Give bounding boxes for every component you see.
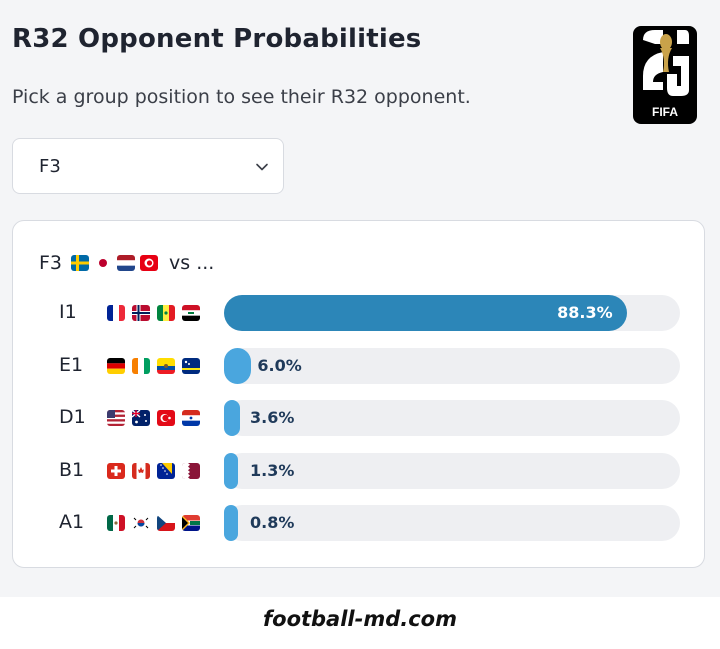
paraguay-flag-icon [182, 410, 200, 426]
probability-bar-track[interactable]: 6.0% [224, 347, 680, 384]
south-korea-flag-icon [132, 515, 150, 531]
opponent-row-a1: A1 0.8% [13, 505, 706, 541]
vs-label: vs ... [169, 252, 215, 274]
group-code: D1 [59, 406, 86, 428]
opponent-card: F3 vs ... I1 88.3% E1 6.0% D1 3.6% B1 1.3% A1 0.8… [12, 220, 705, 568]
site-watermark: football-md.com [263, 607, 457, 631]
tunisia-flag-icon [140, 255, 159, 271]
opponent-row-d1: D1 3.6% [13, 400, 706, 436]
group-code: I1 [59, 301, 77, 323]
turkey-flag-icon [157, 410, 175, 426]
group-flags [107, 305, 200, 321]
page-title: R32 Opponent Probabilities [12, 24, 422, 54]
group-flags [71, 255, 159, 271]
netherlands-flag-icon [117, 255, 136, 271]
fifa-wordmark: FIFA [652, 105, 678, 119]
probability-bar-fill [224, 400, 241, 436]
curacao-flag-icon [182, 357, 200, 374]
opponent-row-b1: B1 1.3% [13, 452, 706, 489]
group-flags [107, 462, 200, 479]
page-subtitle: Pick a group position to see their R32 o… [12, 86, 471, 108]
bosnia-flag-icon [157, 462, 175, 479]
group-flags [107, 515, 200, 531]
group-flags [107, 357, 200, 374]
probability-bar-fill [224, 347, 252, 384]
opponent-row-i1: I1 88.3% [13, 295, 706, 331]
group-flags [107, 410, 200, 426]
probability-bar-fill [224, 505, 238, 541]
australia-flag-icon [132, 410, 150, 426]
france-flag-icon [107, 305, 125, 321]
czechia-flag-icon [157, 515, 175, 531]
selected-position: F3 [39, 156, 61, 177]
germany-flag-icon [107, 357, 125, 374]
probability-bar-fill [224, 295, 627, 331]
group-position-select[interactable]: F3 [12, 138, 284, 194]
sweden-flag-icon [71, 255, 90, 271]
group-code: A1 [59, 511, 85, 533]
probability-bar-track[interactable]: 1.3% [224, 452, 680, 489]
card-header: F3 vs ... [39, 251, 214, 275]
probability-label: 6.0% [257, 355, 302, 375]
probability-label: 0.8% [250, 513, 295, 532]
chevron-down-icon [255, 159, 269, 173]
iraq-flag-icon [182, 305, 200, 321]
probability-label: 1.3% [250, 460, 295, 480]
probability-bar-fill [224, 452, 238, 489]
switzerland-flag-icon [107, 462, 125, 479]
app-panel: R32 Opponent Probabilities Pick a group … [0, 0, 720, 597]
group-code: E1 [59, 353, 84, 376]
opponent-row-e1: E1 6.0% [13, 347, 706, 384]
japan-flag-icon [94, 255, 113, 271]
south-africa-flag-icon [182, 515, 200, 531]
mexico-flag-icon [107, 515, 125, 531]
ecuador-flag-icon [157, 357, 175, 374]
ivory-coast-flag-icon [132, 357, 150, 374]
card-position: F3 [39, 252, 63, 274]
probability-bar-track[interactable]: 3.6% [224, 400, 680, 436]
canada-flag-icon [132, 462, 150, 479]
norway-flag-icon [132, 305, 150, 321]
probability-label: 88.3% [557, 303, 613, 322]
group-code: B1 [59, 458, 85, 481]
probability-bar-track[interactable]: 88.3% [224, 295, 680, 331]
usa-flag-icon [107, 410, 125, 426]
probability-bar-track[interactable]: 0.8% [224, 505, 680, 541]
qatar-flag-icon [182, 462, 200, 479]
world-cup-26-logo: FIFA [633, 26, 697, 124]
senegal-flag-icon [157, 305, 175, 321]
probability-label: 3.6% [250, 408, 295, 427]
